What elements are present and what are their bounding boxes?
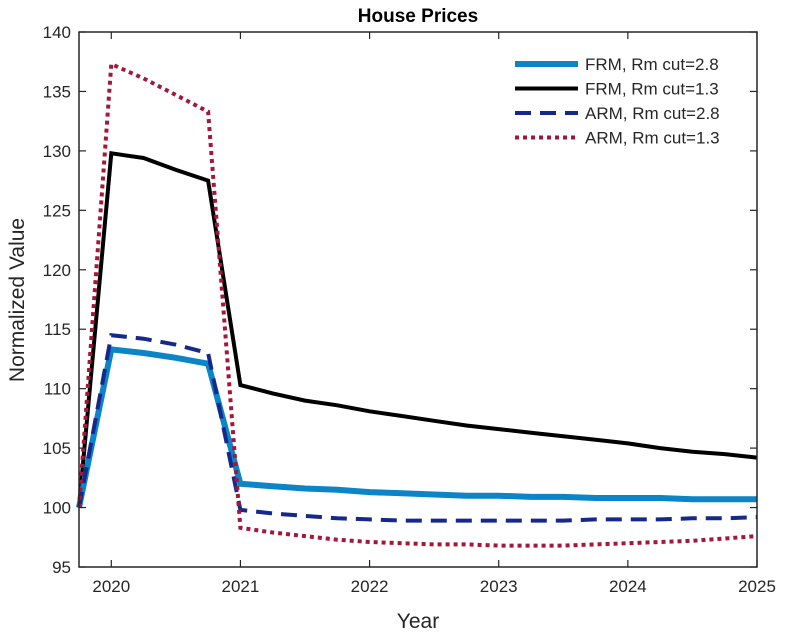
y-tick-label: 110 <box>44 380 71 399</box>
x-tick-label: 2022 <box>351 577 389 596</box>
y-tick-label: 95 <box>52 558 71 577</box>
y-tick-label: 135 <box>43 82 71 101</box>
x-tick-label: 2020 <box>92 577 130 596</box>
legend-label-2: ARM, Rm cut=2.8 <box>585 104 720 123</box>
y-tick-label: 115 <box>44 320 71 339</box>
x-tick-label: 2024 <box>609 577 647 596</box>
plot-area-frame <box>78 31 758 568</box>
legend: FRM, Rm cut=2.8 FRM, Rm cut=1.3 ARM, Rm cu… <box>515 55 720 148</box>
legend-label-0: FRM, Rm cut=2.8 <box>585 55 719 74</box>
chart-title: House Prices <box>358 6 478 27</box>
legend-label-1: FRM, Rm cut=1.3 <box>585 80 719 99</box>
x-tick-label: 2025 <box>738 577 776 596</box>
y-tick-label: 130 <box>43 142 71 161</box>
y-tick-label: 100 <box>43 499 71 518</box>
axis-ticks: 2020 2021 2022 2023 2024 2025 95 100 105 110 115 12… <box>43 23 776 596</box>
series-line-0 <box>76 346 757 509</box>
y-tick-label: 120 <box>43 261 71 280</box>
y-tick-label: 105 <box>43 439 71 458</box>
series-line-1 <box>77 151 758 508</box>
y-axis-label: Normalized Value <box>6 218 29 382</box>
series-lines <box>76 61 758 548</box>
y-tick-label: 140 <box>43 23 71 42</box>
series-line-2 <box>77 333 758 523</box>
x-tick-label: 2021 <box>222 577 260 596</box>
y-tick-label: 125 <box>43 201 71 220</box>
legend-label-3: ARM, Rm cut=1.3 <box>585 129 720 148</box>
x-tick-label: 2023 <box>480 577 518 596</box>
x-axis-label: Year <box>397 610 439 633</box>
